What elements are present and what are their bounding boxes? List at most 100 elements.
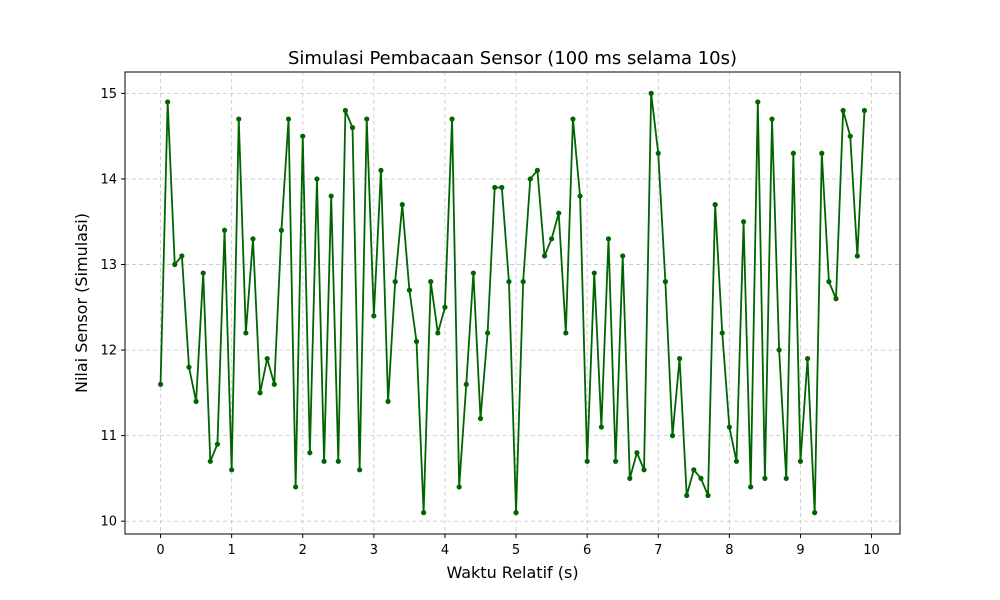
data-point xyxy=(278,227,285,233)
data-point xyxy=(207,458,213,464)
y-tick-label: 10 xyxy=(100,515,117,530)
data-point xyxy=(819,150,825,156)
data-point xyxy=(492,184,498,191)
data-point xyxy=(748,484,754,490)
x-tick-label: 7 xyxy=(654,543,662,558)
x-tick-label: 10 xyxy=(863,543,880,558)
data-point xyxy=(506,279,512,285)
data-point xyxy=(641,467,647,473)
data-point xyxy=(527,176,533,182)
data-point xyxy=(570,116,576,122)
y-axis-ticks: 10 11 12 13 14 15 xyxy=(100,87,125,530)
data-point xyxy=(399,202,405,208)
x-axis-label: Waktu Relatif (s) xyxy=(446,563,578,582)
x-tick-label: 4 xyxy=(441,543,449,558)
series-layer xyxy=(157,90,868,516)
data-point xyxy=(371,313,377,319)
data-point xyxy=(812,510,818,516)
data-point xyxy=(307,450,313,456)
y-axis-label: Nilai Sensor (Simulasi) xyxy=(72,213,91,393)
data-point xyxy=(456,484,462,490)
data-point xyxy=(449,116,455,122)
data-point xyxy=(769,116,775,122)
x-tick-label: 8 xyxy=(725,543,733,558)
data-point xyxy=(776,347,782,353)
data-point xyxy=(349,125,356,131)
data-point xyxy=(861,107,868,114)
data-point xyxy=(179,253,185,259)
y-tick-label: 11 xyxy=(100,429,117,444)
y-tick-label: 15 xyxy=(100,87,117,102)
data-point xyxy=(705,492,711,499)
data-point xyxy=(300,133,306,139)
x-tick-label: 0 xyxy=(156,543,164,558)
data-point xyxy=(563,330,569,336)
data-point xyxy=(157,381,164,387)
x-tick-label: 1 xyxy=(228,543,236,558)
data-point xyxy=(193,398,199,404)
data-point xyxy=(826,279,832,285)
data-point xyxy=(413,338,420,345)
data-point xyxy=(655,150,661,156)
data-point xyxy=(648,90,654,96)
data-point xyxy=(854,253,860,259)
data-point xyxy=(442,304,448,310)
x-axis-ticks: 0 1 2 3 4 5 6 7 8 9 10 xyxy=(156,534,880,558)
data-point xyxy=(257,390,263,396)
data-point xyxy=(229,467,235,473)
data-point xyxy=(328,193,334,199)
data-point xyxy=(186,364,192,370)
data-point xyxy=(428,279,434,285)
x-tick-label: 2 xyxy=(299,543,307,558)
data-point xyxy=(847,133,853,139)
data-point xyxy=(556,210,562,216)
data-point xyxy=(250,236,256,242)
data-point xyxy=(733,458,740,464)
data-point xyxy=(676,356,683,362)
data-point xyxy=(378,167,384,173)
data-point xyxy=(435,330,441,336)
data-point xyxy=(264,356,270,362)
data-point xyxy=(584,458,590,464)
data-point xyxy=(669,433,676,439)
data-point xyxy=(499,184,505,191)
data-point xyxy=(534,167,540,173)
data-point xyxy=(406,287,412,293)
x-tick-label: 5 xyxy=(512,543,520,558)
data-point xyxy=(314,176,320,182)
data-point xyxy=(797,458,804,464)
x-tick-label: 6 xyxy=(583,543,591,558)
data-point xyxy=(172,261,178,268)
data-point xyxy=(385,398,391,404)
data-point xyxy=(165,99,171,105)
data-point xyxy=(335,458,341,464)
data-point xyxy=(421,510,427,516)
data-point xyxy=(541,253,548,259)
data-point xyxy=(485,330,491,336)
data-point xyxy=(321,458,327,464)
data-point xyxy=(634,450,640,456)
chart-title: Simulasi Pembacaan Sensor (100 ms selama… xyxy=(288,48,737,69)
data-point xyxy=(200,270,206,276)
data-point xyxy=(477,415,484,422)
data-point xyxy=(804,356,811,362)
data-point xyxy=(840,107,846,114)
data-point xyxy=(520,279,526,285)
x-tick-label: 3 xyxy=(370,543,378,558)
data-point xyxy=(357,467,363,473)
data-point xyxy=(833,296,839,302)
y-tick-label: 14 xyxy=(100,172,117,187)
data-point xyxy=(712,202,718,208)
data-point xyxy=(726,424,732,430)
data-point xyxy=(620,253,626,259)
data-point xyxy=(790,150,796,156)
data-point xyxy=(549,236,555,242)
data-point xyxy=(342,107,349,114)
series-line xyxy=(159,92,866,514)
grid xyxy=(125,72,900,534)
data-point xyxy=(684,492,690,499)
data-point xyxy=(463,381,469,387)
data-point xyxy=(662,279,668,285)
